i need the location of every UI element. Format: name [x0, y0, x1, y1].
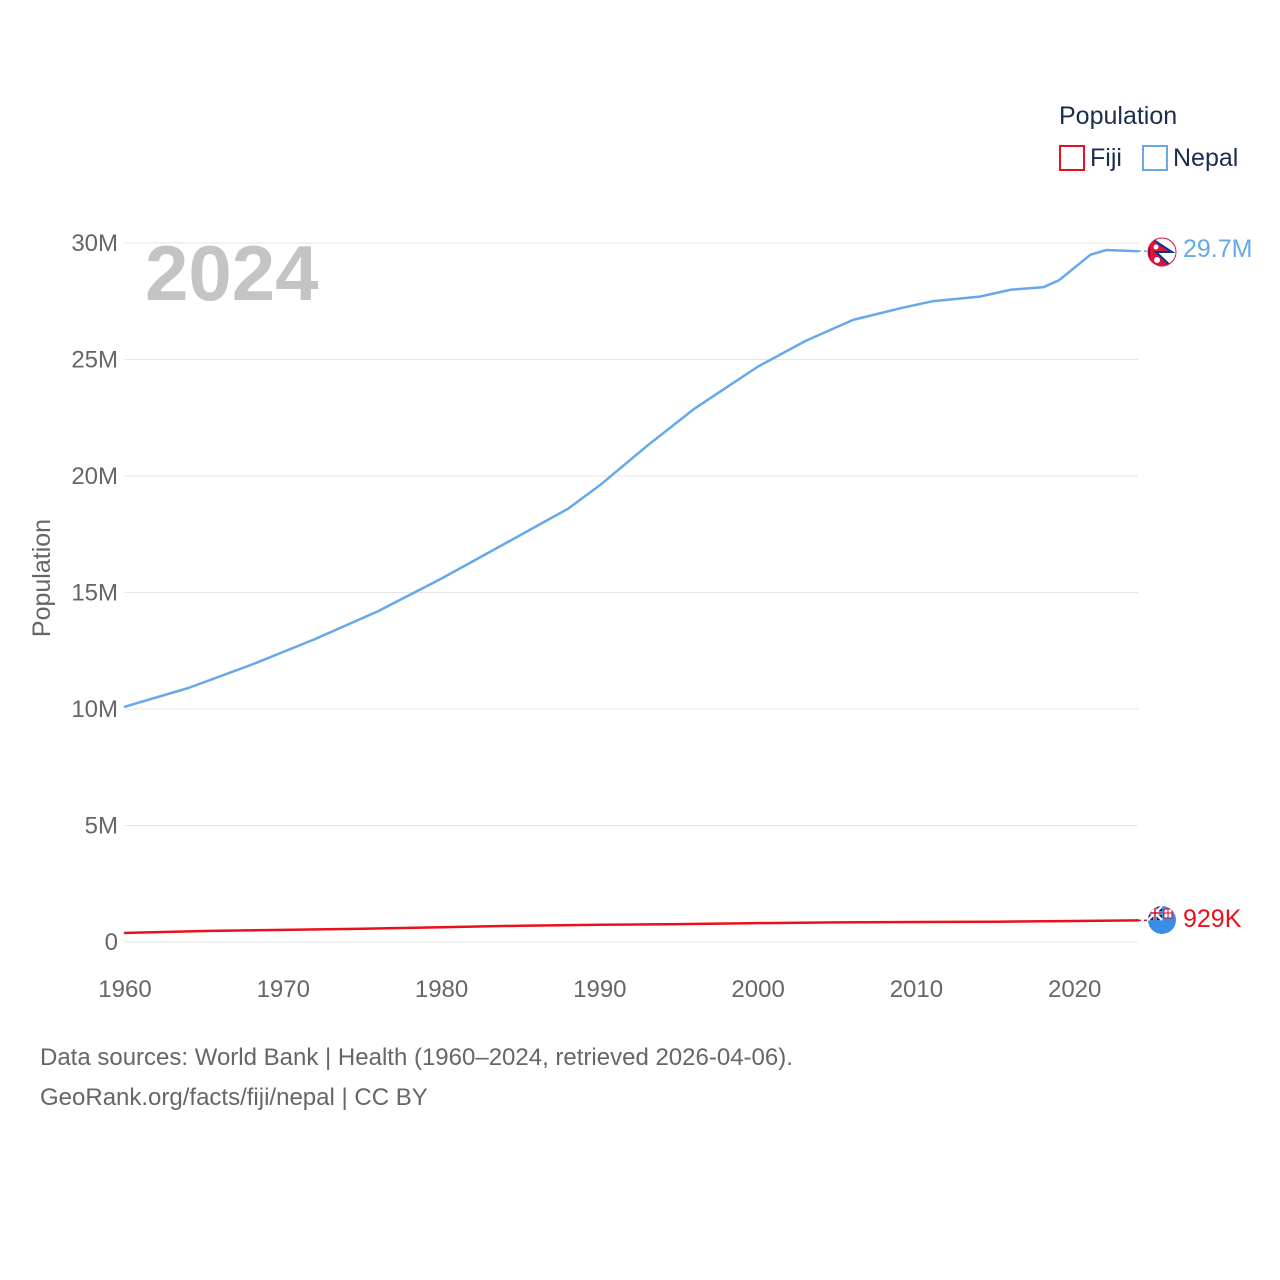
data-source-note: Data sources: World Bank | Health (1960–… [40, 1044, 793, 1071]
x-tick-label: 1960 [98, 976, 151, 1003]
y-axis-ticks: 0 5M 10M 15M 20M 25M 30M [71, 230, 118, 956]
y-tick-label: 15M [71, 580, 118, 607]
nepal-end-value-label: 29.7M [1183, 235, 1252, 263]
series-line-fiji [123, 919, 1140, 935]
y-tick-label: 0 [105, 929, 118, 956]
legend-item-fiji[interactable]: Fiji [1059, 144, 1122, 172]
x-tick-label: 2000 [731, 976, 784, 1003]
y-axis-label: Population [28, 519, 56, 637]
legend-label-fiji: Fiji [1090, 144, 1122, 172]
fiji-flag-icon [1148, 906, 1176, 934]
gridlines [125, 242, 1138, 943]
legend-title: Population [1059, 102, 1177, 130]
series-line-nepal [123, 248, 1140, 708]
legend-swatch-fiji [1059, 145, 1085, 171]
x-tick-label: 1970 [257, 976, 310, 1003]
legend-swatch-nepal [1142, 145, 1168, 171]
y-tick-label: 30M [71, 230, 118, 257]
y-tick-label: 25M [71, 347, 118, 374]
x-tick-label: 1980 [415, 976, 468, 1003]
x-axis-ticks: 1960 1970 1980 1990 2000 2010 2020 [98, 976, 1101, 1003]
x-tick-label: 2020 [1048, 976, 1101, 1003]
x-tick-label: 2010 [890, 976, 943, 1003]
legend: Population Fiji Nepal [1059, 102, 1238, 172]
x-tick-label: 1990 [573, 976, 626, 1003]
current-year-watermark: 2024 [145, 229, 319, 317]
legend-item-nepal[interactable]: Nepal [1142, 144, 1238, 172]
fiji-end-value-label: 929K [1183, 905, 1242, 933]
series-lines [123, 248, 1148, 935]
y-tick-label: 5M [85, 813, 118, 840]
nepal-flag-icon [1147, 237, 1177, 267]
y-tick-label: 10M [71, 696, 118, 723]
attribution-link[interactable]: GeoRank.org/facts/fiji/nepal | CC BY [40, 1084, 428, 1111]
legend-label-nepal: Nepal [1173, 144, 1238, 172]
y-tick-label: 20M [71, 463, 118, 490]
